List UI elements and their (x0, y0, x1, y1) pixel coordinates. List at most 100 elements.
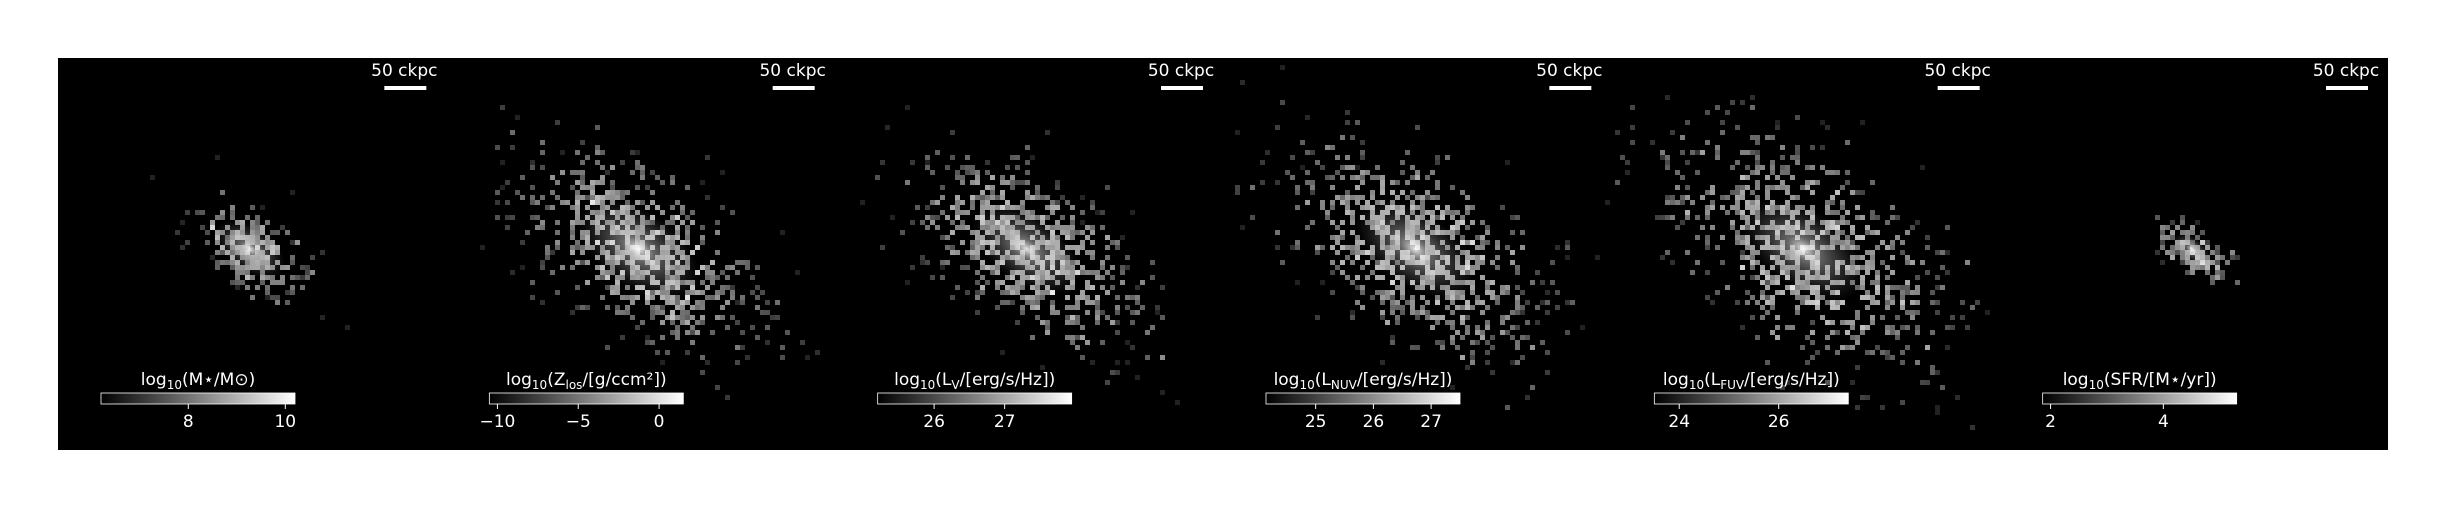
pixel (1360, 265, 1365, 270)
pixel (965, 155, 970, 160)
pixel (2180, 260, 2185, 265)
pixel (700, 300, 705, 305)
pixel (1325, 215, 1330, 220)
pixel (1925, 345, 1930, 350)
pixel (2160, 260, 2165, 265)
pixel (740, 300, 745, 305)
pixel (1480, 240, 1485, 245)
pixel (1935, 250, 1940, 255)
pixel (1750, 150, 1755, 155)
pixel (980, 260, 985, 265)
pixel (1030, 155, 1035, 160)
pixel (1795, 290, 1800, 295)
pixel (985, 170, 990, 175)
pixel (1860, 285, 1865, 290)
pixel (1905, 325, 1910, 330)
pixel (1310, 180, 1315, 185)
pixel (1305, 225, 1310, 230)
pixel (1485, 305, 1490, 310)
pixel (755, 295, 760, 300)
pixel (1810, 205, 1815, 210)
pixel (2220, 275, 2225, 280)
pixel (1465, 325, 1470, 330)
colorbar-tick-label: 8 (183, 412, 194, 432)
pixel (1110, 265, 1115, 270)
pixel (1080, 270, 1085, 275)
pixel (675, 200, 680, 205)
pixel (615, 280, 620, 285)
pixel (1690, 200, 1695, 205)
pixel (1865, 225, 1870, 230)
pixel (1015, 165, 1020, 170)
pixel (2170, 245, 2175, 250)
pixel (975, 175, 980, 180)
pixel (670, 315, 675, 320)
pixel (1910, 290, 1915, 295)
pixel (1340, 175, 1345, 180)
pixel (705, 265, 710, 270)
pixel (1855, 215, 1860, 220)
pixel (1785, 285, 1790, 290)
pixel (1470, 350, 1475, 355)
pixel (635, 165, 640, 170)
pixel (1435, 160, 1440, 165)
colorbar-tick-label: 27 (994, 412, 1016, 432)
pixel (1935, 275, 1940, 280)
pixel (310, 255, 315, 260)
pixel (1685, 185, 1690, 190)
pixel (765, 325, 770, 330)
pixel (1820, 120, 1825, 125)
pixel (1515, 270, 1520, 275)
pixel (580, 260, 585, 265)
pixel (310, 270, 315, 275)
pixel (1885, 245, 1890, 250)
pixel (200, 210, 205, 215)
pixel (1855, 245, 1860, 250)
pixel (1345, 110, 1350, 115)
pixel (2195, 220, 2200, 225)
pixel (1480, 235, 1485, 240)
pixel (650, 315, 655, 320)
pixel (1355, 240, 1360, 245)
pixel (1520, 245, 1525, 250)
pixel (1160, 390, 1165, 395)
pixel (555, 230, 560, 235)
pixel (540, 165, 545, 170)
pixel (1020, 200, 1025, 205)
pixel (1680, 175, 1685, 180)
pixel (1740, 190, 1745, 195)
pixel (1810, 300, 1815, 305)
pixel (1450, 210, 1455, 215)
pixel (1295, 190, 1300, 195)
pixel (1520, 230, 1525, 235)
pixel (1345, 190, 1350, 195)
pixel (995, 285, 1000, 290)
pixel (1765, 295, 1770, 300)
pixel (1045, 320, 1050, 325)
pixel (1290, 245, 1295, 250)
pixel (660, 180, 665, 185)
pixel (2160, 235, 2165, 240)
pixel (610, 190, 615, 195)
pixel (1890, 255, 1895, 260)
pixel (510, 145, 515, 150)
pixel (1890, 285, 1895, 290)
pixel (265, 290, 270, 295)
pixel (605, 345, 610, 350)
pixel (210, 225, 215, 230)
pixel (655, 350, 660, 355)
pixel (930, 215, 935, 220)
pixel (1355, 165, 1360, 170)
pixel (1895, 215, 1900, 220)
pixel (1960, 315, 1965, 320)
pixel (1740, 240, 1745, 245)
pixel (940, 185, 945, 190)
pixel (730, 295, 735, 300)
pixel (1430, 195, 1435, 200)
pixel (1085, 235, 1090, 240)
pixel (1750, 135, 1755, 140)
pixel (1805, 165, 1810, 170)
pixel (1115, 360, 1120, 365)
